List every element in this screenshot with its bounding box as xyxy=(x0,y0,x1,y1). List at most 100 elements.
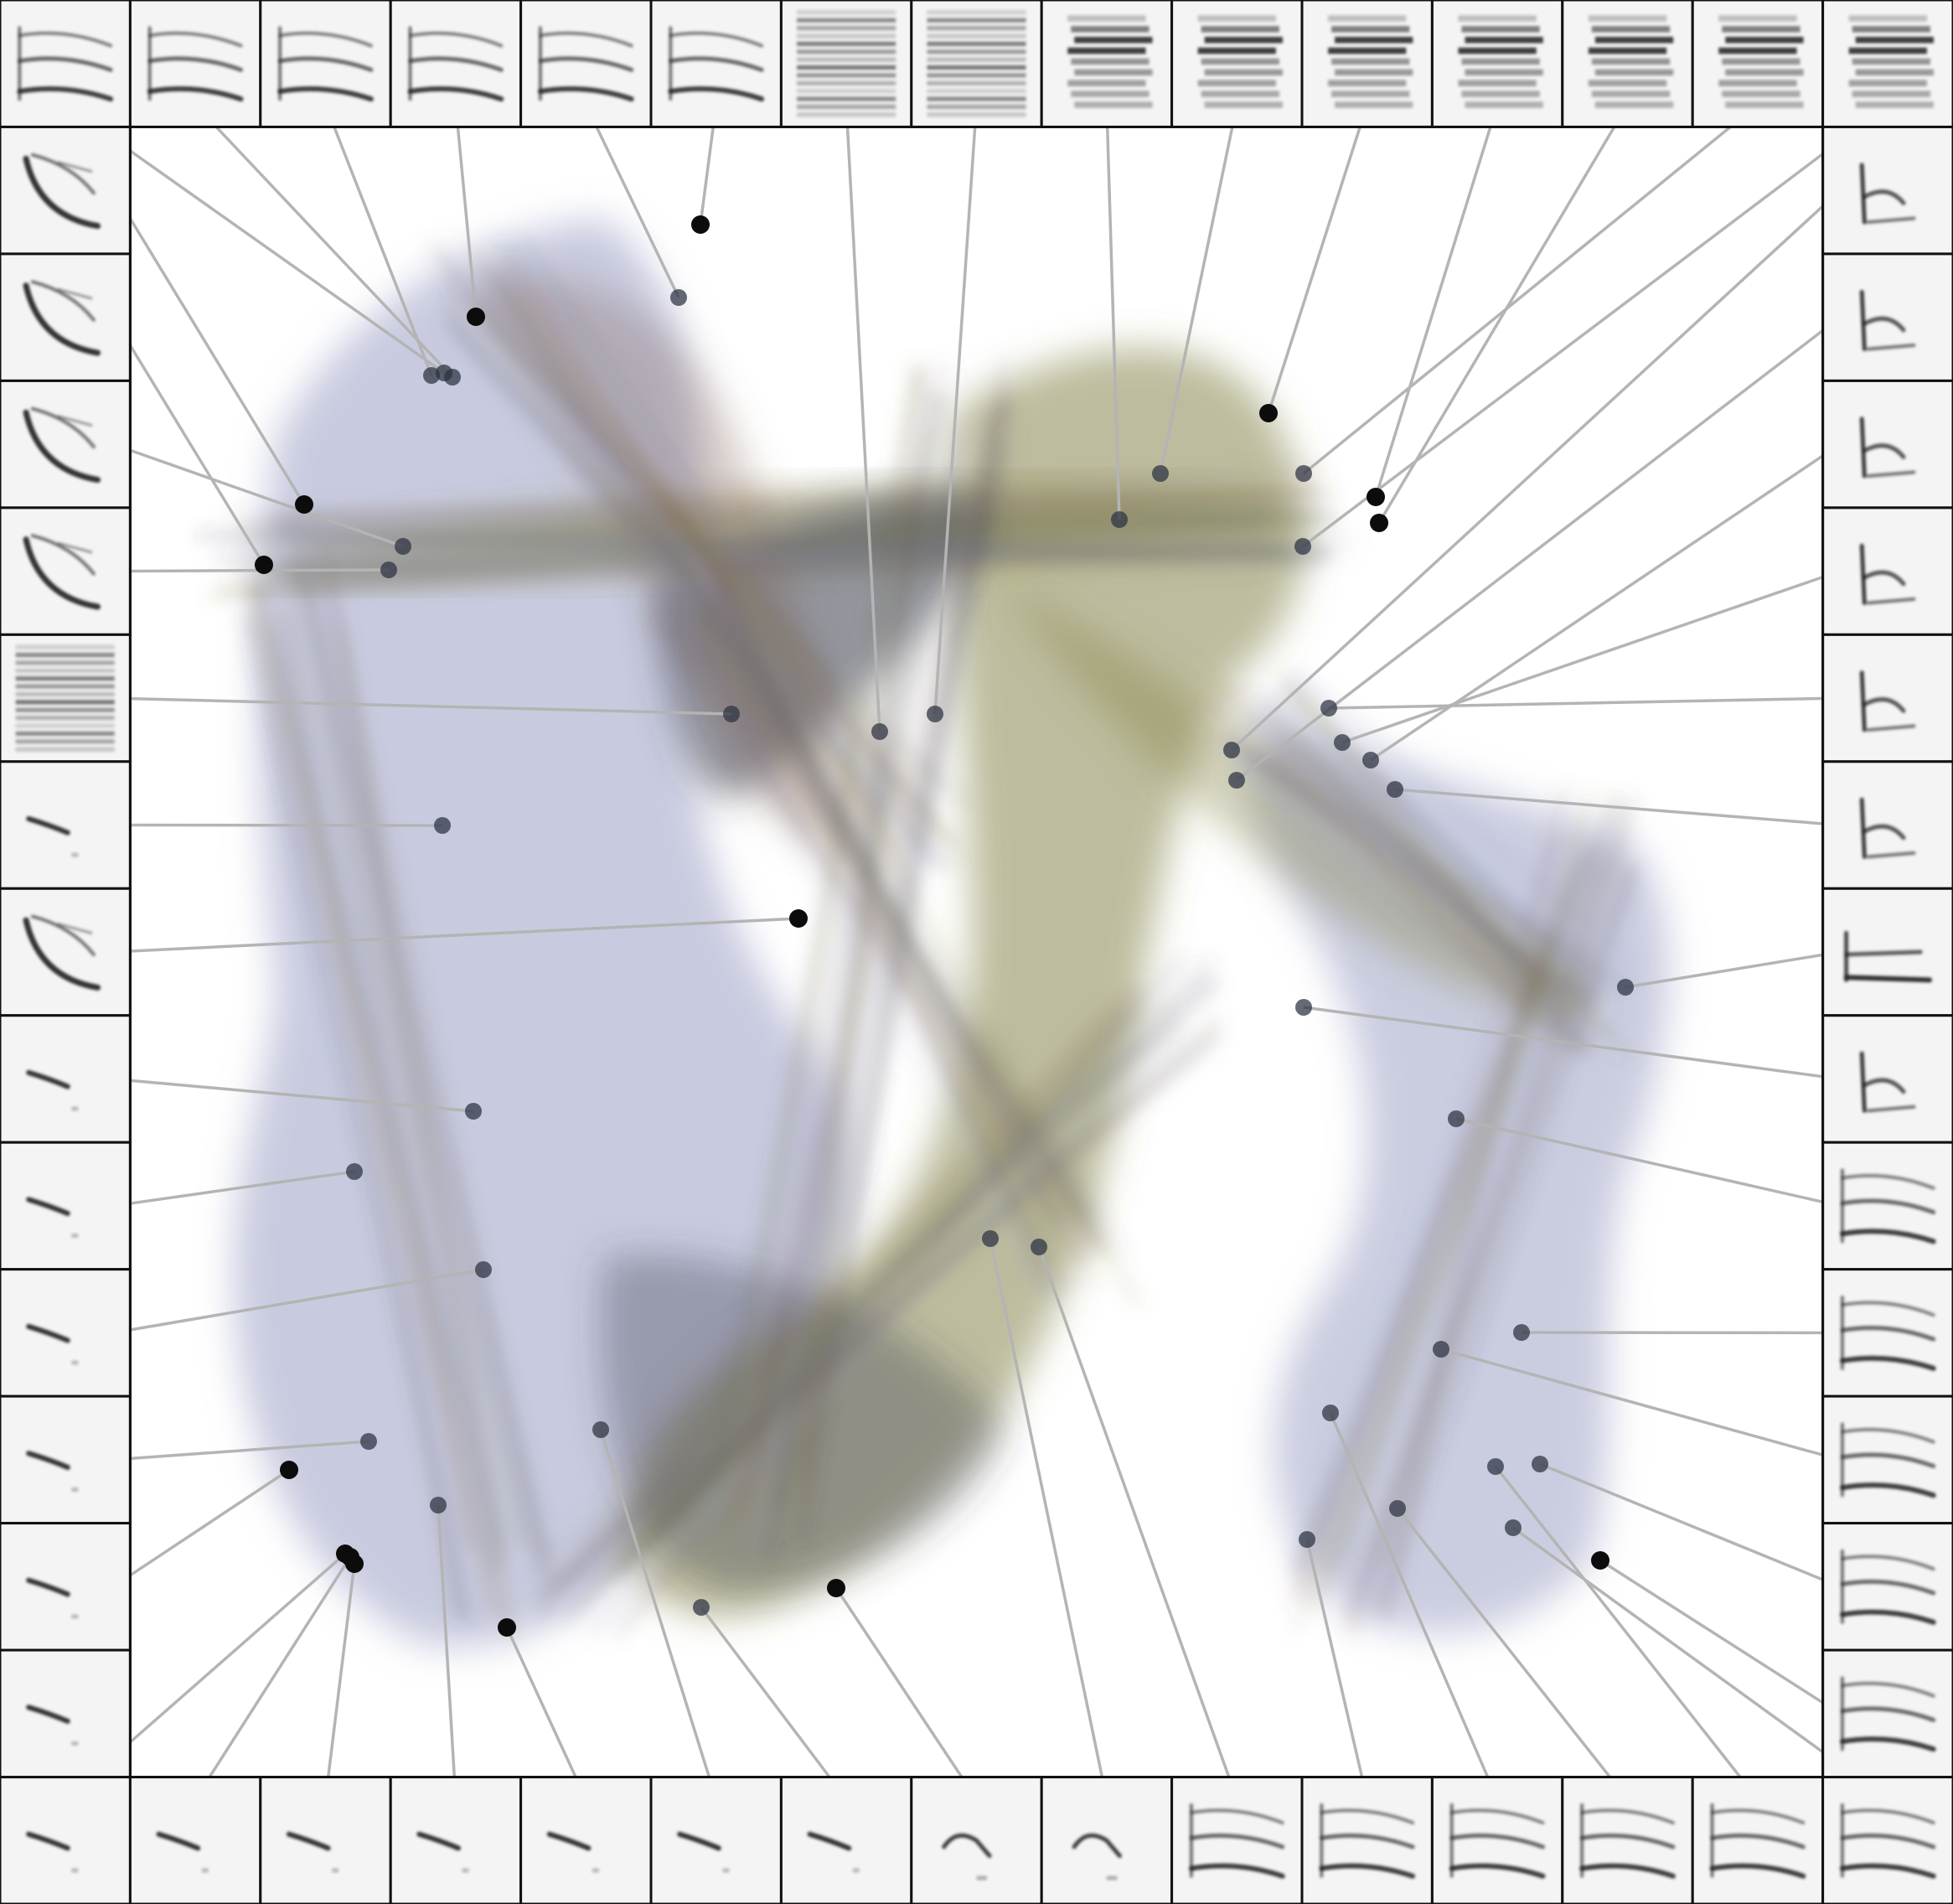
leader-line xyxy=(112,1170,355,1208)
spectrogram-tile-top-14 xyxy=(1691,0,1825,128)
trajectory-streak xyxy=(224,467,1326,519)
leader-line xyxy=(1301,103,1889,548)
leader-line xyxy=(845,104,881,732)
leader-line xyxy=(454,104,478,318)
leader-line xyxy=(1328,696,1841,710)
spectrogram-tile-top-10 xyxy=(1170,0,1304,128)
sample-dot xyxy=(827,1579,845,1597)
leader-line xyxy=(1037,1246,1238,1800)
leader-line xyxy=(1377,104,1630,524)
spectrogram-tile-top-6 xyxy=(649,0,783,128)
trajectory-streak xyxy=(284,608,525,1548)
spectrogram-tile-left-11 xyxy=(0,1394,132,1525)
sample-dot xyxy=(1228,772,1245,789)
spectrogram-tile-left-10 xyxy=(0,1268,132,1398)
sample-dot xyxy=(1152,465,1169,482)
sample-dot xyxy=(1532,1456,1548,1472)
trajectory-streak xyxy=(1342,789,1595,1556)
leader-line xyxy=(1341,569,1841,744)
spectrogram-tile-right-13 xyxy=(1821,1648,1953,1779)
spectrogram-tile-bottom-1 xyxy=(0,1776,132,1904)
spectrogram-tile-top-8 xyxy=(910,0,1043,128)
sample-dot xyxy=(1387,781,1403,798)
leader-line xyxy=(834,1587,978,1800)
trajectory-streak xyxy=(1375,869,1637,1619)
sample-dot xyxy=(423,367,440,384)
spectrogram-tile-left-7 xyxy=(0,887,132,1017)
sample-dot xyxy=(295,495,313,514)
sample-dot xyxy=(1591,1551,1609,1570)
sample-dot xyxy=(498,1618,516,1637)
trajectory-streak xyxy=(262,515,1329,576)
sample-dot xyxy=(280,1461,298,1479)
leader-line xyxy=(584,104,680,298)
trajectory-streak xyxy=(1290,796,1620,1581)
leader-line xyxy=(194,1556,352,1800)
sample-dot xyxy=(1223,742,1240,758)
trajectory-streak xyxy=(1303,861,1605,1617)
spectrogram-tile-right-2 xyxy=(1821,252,1953,382)
spectrogram-tile-bottom-10 xyxy=(1170,1776,1304,1904)
spectrogram-tile-top-9 xyxy=(1040,0,1174,128)
trajectory-streak xyxy=(550,998,1177,1573)
sample-dot xyxy=(255,556,273,574)
spectrogram-tile-right-10 xyxy=(1821,1268,1953,1398)
sample-dot xyxy=(395,538,411,555)
leader-line xyxy=(1267,104,1369,414)
sample-dot xyxy=(1448,1110,1465,1127)
sample-dot xyxy=(871,723,888,740)
spectrogram-tile-left-4 xyxy=(0,506,132,636)
leader-line xyxy=(112,1268,484,1335)
sample-dot xyxy=(475,1261,492,1278)
leader-line xyxy=(437,1504,457,1800)
sample-dot xyxy=(467,308,485,326)
spectrogram-tile-left-8 xyxy=(0,1014,132,1144)
leader-line xyxy=(111,316,266,566)
sample-dot xyxy=(1370,514,1388,532)
leader-line xyxy=(1305,1539,1369,1800)
trajectory-band-8 xyxy=(600,1254,1005,1592)
spectrogram-tile-top-4 xyxy=(389,0,523,128)
trajectory-streak xyxy=(249,623,478,1629)
sample-dot xyxy=(1487,1458,1504,1475)
spectrogram-tile-left-1 xyxy=(0,125,132,256)
spectrogram-tile-right-9 xyxy=(1821,1141,1953,1271)
trajectory-streak xyxy=(279,515,1307,537)
trajectory-streak xyxy=(578,1043,1214,1550)
sample-dot xyxy=(1505,1519,1522,1536)
leader-line xyxy=(1599,1559,1841,1715)
spectrogram-tile-right-3 xyxy=(1821,379,1953,510)
leader-line xyxy=(194,103,454,379)
leader-line xyxy=(1230,189,1842,752)
trajectory-streak xyxy=(1224,753,1574,1050)
trajectory-streak xyxy=(439,251,942,867)
leader-line xyxy=(1394,788,1841,827)
sample-dot xyxy=(1367,488,1385,506)
sample-dot xyxy=(1322,1405,1339,1421)
sample-dot xyxy=(592,1421,609,1438)
sample-dot xyxy=(444,369,461,385)
sample-dot xyxy=(346,1163,363,1180)
sample-dot xyxy=(360,1433,377,1450)
spectrogram-tile-left-6 xyxy=(0,760,132,890)
spectrogram-tile-bottom-7 xyxy=(779,1776,913,1904)
leader-line xyxy=(1105,104,1121,520)
sample-dot xyxy=(670,289,687,306)
sample-dot xyxy=(982,1230,999,1247)
sample-dot xyxy=(1111,511,1128,528)
spectrogram-tile-right-12 xyxy=(1821,1522,1953,1652)
spectrogram-tile-top-7 xyxy=(779,0,913,128)
spectrogram-tile-left-12 xyxy=(0,1522,132,1652)
leader-line xyxy=(989,1238,1108,1800)
spectrogram-tile-right-1 xyxy=(1821,125,1953,256)
spectrogram-tile-top-13 xyxy=(1561,0,1694,128)
leader-line xyxy=(112,1077,474,1113)
spectrogram-tile-right-4 xyxy=(1821,506,1953,636)
leader-line xyxy=(1455,1117,1841,1208)
spectrogram-tile-bottom-4 xyxy=(389,1776,523,1904)
sample-dot xyxy=(465,1103,482,1120)
spectrogram-tile-top-5 xyxy=(519,0,653,128)
leader-line xyxy=(1159,104,1239,474)
leader-line xyxy=(1625,950,1841,989)
